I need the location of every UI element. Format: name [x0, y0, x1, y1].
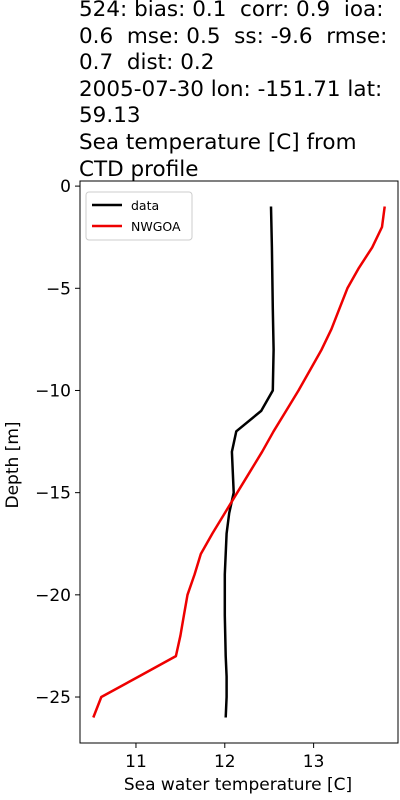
x-tick-label: 11 — [125, 752, 147, 772]
y-tick-label: 0 — [60, 177, 71, 197]
y-tick-label: −20 — [35, 586, 71, 606]
series-line-data — [223, 206, 275, 718]
x-tick-label: 13 — [303, 752, 325, 772]
plot-area — [79, 180, 399, 744]
y-tick-label: −25 — [35, 688, 71, 708]
y-tick-label: −5 — [46, 279, 71, 299]
x-tick-label: 12 — [214, 752, 236, 772]
series-line-nwgoa — [92, 206, 386, 718]
y-tick-label: −10 — [35, 381, 71, 401]
legend-label-data: data — [131, 198, 159, 213]
x-axis-label: Sea water temperature [C] — [124, 775, 352, 795]
legend-label-nwgoa: NWGOA — [131, 219, 181, 234]
ticks-layer: 11 12 13 0 −5 −10 −15 −20 −25 — [35, 177, 324, 772]
y-axis-label: Depth [m] — [3, 421, 23, 508]
y-tick-label: −15 — [35, 484, 71, 504]
legend: data NWGOA — [85, 191, 193, 241]
chart-title: 524: bias: 0.1 corr: 0.9 ioa: 0.6 mse: 0… — [79, 0, 388, 182]
series-layer — [92, 206, 386, 718]
